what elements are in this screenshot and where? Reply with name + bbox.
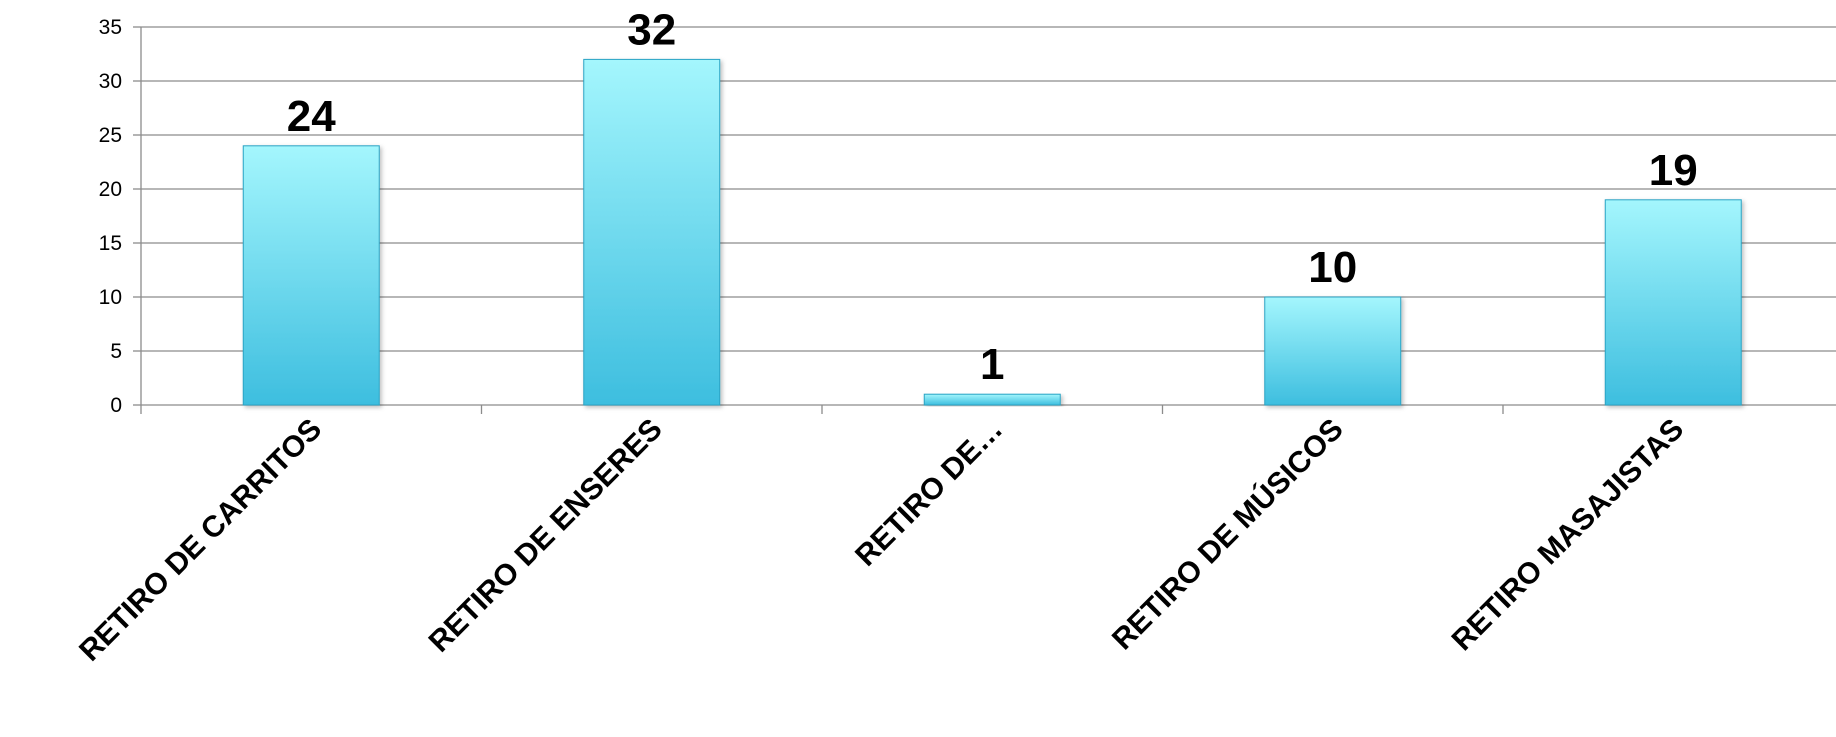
y-tick-label: 30 xyxy=(99,70,122,93)
y-tick-label: 15 xyxy=(99,232,122,255)
bar xyxy=(923,393,1061,406)
y-tick-label: 10 xyxy=(99,286,122,309)
bar xyxy=(1264,296,1402,406)
x-tick-label: RETIRO DE CARRITOS xyxy=(73,413,328,668)
y-tick-label: 25 xyxy=(99,124,122,147)
x-tick-label: RETIRO MASAJISTAS xyxy=(1446,413,1691,658)
y-tick-label: 20 xyxy=(99,178,122,201)
x-tick-label: RETIRO DE MÚSICOS xyxy=(1105,412,1349,656)
x-tick-label: RETIRO DE… xyxy=(849,413,1009,573)
data-label: 1 xyxy=(980,340,1004,389)
y-axis-ticks: 0 5 10 15 20 25 30 35 xyxy=(99,16,122,417)
y-tick-label: 5 xyxy=(110,340,122,363)
data-label: 32 xyxy=(627,5,676,54)
bar xyxy=(583,58,721,406)
bar xyxy=(1604,199,1742,406)
data-labels: 24 32 1 10 19 xyxy=(287,5,1698,389)
x-axis-ticks: RETIRO DE CARRITOS RETIRO DE ENSERES RETIR… xyxy=(73,412,1690,668)
data-label: 10 xyxy=(1308,243,1357,292)
bars xyxy=(242,58,1742,406)
data-label: 19 xyxy=(1649,146,1698,195)
data-label: 24 xyxy=(287,92,336,141)
x-tick-label: RETIRO DE ENSERES xyxy=(423,413,669,659)
y-tick-label: 35 xyxy=(99,16,122,39)
bar xyxy=(242,145,380,406)
grid-lines xyxy=(133,26,1836,406)
y-tick-label: 0 xyxy=(110,394,122,417)
